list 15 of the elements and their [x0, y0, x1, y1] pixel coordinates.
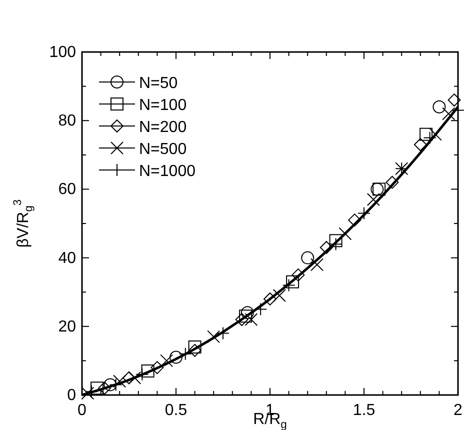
legend-label: N=200: [139, 119, 187, 136]
y-tick-label: 60: [58, 181, 76, 198]
x-tick-label: 0.5: [164, 402, 188, 419]
y-tick-label: 40: [58, 250, 76, 267]
x-tick-label: 2: [454, 402, 463, 419]
legend-label: N=100: [139, 97, 187, 114]
y-tick-label: 0: [67, 387, 76, 404]
y-tick-label: 80: [58, 112, 76, 130]
x-tick-label: 0: [78, 402, 87, 419]
legend-label: N=1000: [139, 163, 196, 180]
y-tick-label: 20: [58, 318, 76, 336]
legend-label: N=50: [139, 75, 178, 92]
y-tick-label: 100: [49, 44, 76, 61]
legend-label: N=500: [139, 141, 187, 158]
x-tick-label: 1.5: [352, 402, 376, 419]
